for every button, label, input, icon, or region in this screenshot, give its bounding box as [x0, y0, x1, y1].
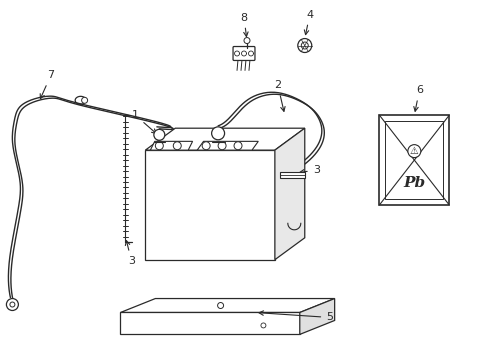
Polygon shape — [120, 312, 299, 334]
Circle shape — [297, 39, 311, 53]
Polygon shape — [299, 298, 334, 334]
Polygon shape — [197, 141, 258, 150]
Polygon shape — [145, 150, 274, 260]
Polygon shape — [150, 141, 192, 150]
Polygon shape — [120, 298, 334, 312]
Circle shape — [244, 37, 249, 44]
Text: 5: 5 — [259, 311, 332, 323]
Circle shape — [217, 302, 223, 309]
Polygon shape — [145, 128, 304, 150]
Text: 8: 8 — [240, 13, 247, 37]
Circle shape — [173, 142, 181, 150]
Polygon shape — [274, 128, 304, 260]
FancyBboxPatch shape — [233, 46, 254, 60]
Circle shape — [261, 323, 265, 328]
Circle shape — [81, 97, 87, 103]
Circle shape — [154, 129, 164, 140]
Circle shape — [10, 302, 15, 307]
Circle shape — [218, 142, 225, 150]
Text: 7: 7 — [40, 71, 54, 99]
Text: Pb: Pb — [403, 176, 425, 190]
Text: 1: 1 — [132, 110, 156, 134]
Circle shape — [301, 42, 307, 49]
Circle shape — [155, 142, 163, 150]
Polygon shape — [279, 172, 304, 178]
Text: ⚠: ⚠ — [409, 146, 418, 156]
Circle shape — [211, 127, 224, 140]
Text: 6: 6 — [413, 85, 422, 111]
Text: 2: 2 — [274, 80, 285, 111]
Text: 3: 3 — [299, 165, 319, 175]
Circle shape — [234, 142, 242, 150]
Circle shape — [6, 298, 19, 310]
FancyBboxPatch shape — [379, 115, 448, 205]
Text: 3: 3 — [125, 241, 135, 266]
Circle shape — [407, 145, 420, 158]
Text: 4: 4 — [304, 10, 313, 35]
Circle shape — [202, 142, 210, 150]
